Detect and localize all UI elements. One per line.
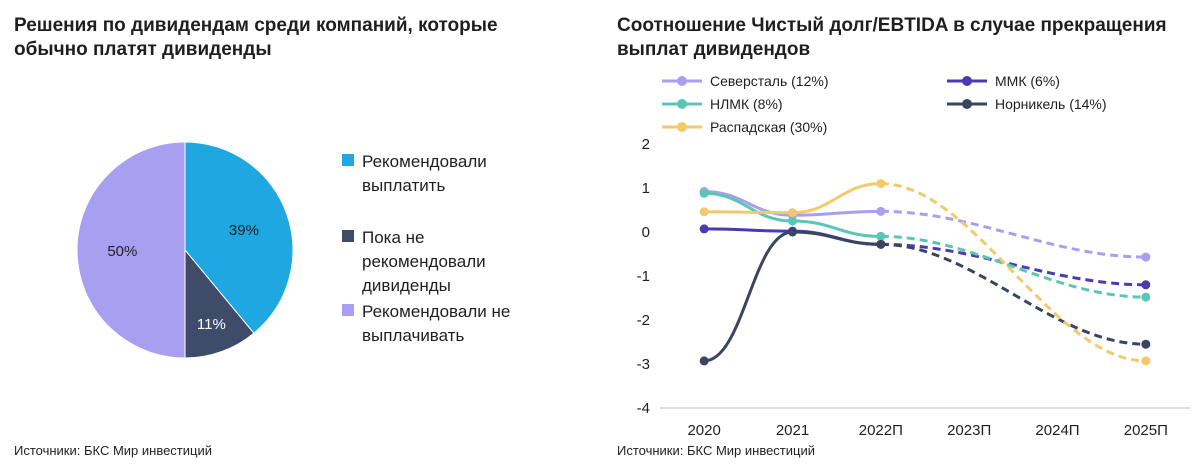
line-legend-item: ММК (6%) [945, 70, 1060, 92]
right-source-note: Источники: БКС Мир инвестиций [617, 443, 815, 458]
left-chart-panel: Решения по дивидендам среди компаний, ко… [0, 0, 590, 475]
pie-slice [184, 248, 255, 359]
line-legend-item: Распадская (30%) [660, 116, 827, 138]
pie-slice-label: 50% [107, 243, 137, 260]
y-tick-label: 2 [642, 136, 650, 153]
x-tick-label: 2024П [1035, 422, 1079, 439]
series-point [876, 239, 886, 249]
left-chart-title: Решения по дивидендам среди компаний, ко… [14, 15, 498, 60]
legend-swatch [342, 230, 354, 242]
series-line [702, 230, 883, 363]
right-chart-panel: Соотношение Чистый долг/EBTIDA в случае … [600, 0, 1200, 475]
right-chart-title: Соотношение Чистый долг/EBTIDA в случае … [617, 15, 1167, 60]
series-point [1141, 252, 1151, 262]
series-point [699, 224, 709, 234]
y-tick-label: -3 [637, 356, 650, 373]
legend-line-swatch [947, 99, 987, 109]
pie-slice [184, 141, 294, 334]
y-tick-label: -2 [637, 312, 650, 329]
pie-slice-label: 39% [229, 222, 259, 239]
y-tick-label: 0 [642, 224, 650, 241]
series-projection-line [880, 182, 1146, 363]
series-point [1141, 356, 1151, 366]
x-tick-label: 2020 [687, 422, 720, 439]
pie-legend-label: Рекомендовали не выплачивать [362, 302, 511, 345]
line-legend-item: Северсталь (12%) [660, 70, 829, 92]
series-point [699, 188, 709, 198]
series-point [788, 227, 797, 237]
x-tick-label: 2023П [947, 422, 991, 439]
series-point [876, 231, 886, 241]
series-point [788, 208, 797, 218]
series-point [876, 206, 886, 216]
series-point [788, 216, 797, 226]
pie-legend-label: Пока не рекомендовали дивиденды [362, 228, 486, 295]
pie-slice [76, 141, 186, 359]
series-point [699, 356, 709, 366]
y-tick-label: 1 [642, 180, 650, 197]
left-source-note: Источники: БКС Мир инвестиций [14, 443, 212, 458]
series-projection-line [880, 242, 1146, 287]
legend-line-swatch [662, 99, 702, 109]
series-projection-line [880, 242, 1146, 346]
series-point [699, 207, 709, 217]
series-point [876, 179, 886, 189]
line-legend-label: Норникель (14%) [995, 96, 1107, 112]
line-legend-item: Норникель (14%) [945, 93, 1107, 115]
series-projection-line [880, 234, 1146, 299]
line-legend-label: ММК (6%) [995, 73, 1060, 89]
series-point [1141, 339, 1151, 349]
series-point [1141, 280, 1151, 290]
pie-legend-item: Рекомендовали выплатить [342, 150, 552, 198]
x-tick-label: 2021 [776, 422, 809, 439]
series-point [1141, 292, 1151, 302]
pie-legend-label: Рекомендовали выплатить [362, 152, 487, 195]
pie-legend-item: Рекомендовали не выплачивать [342, 300, 552, 348]
legend-swatch [342, 154, 354, 166]
pie-legend-item: Пока не рекомендовали дивиденды [342, 226, 552, 298]
line-legend-label: НЛМК (8%) [710, 96, 783, 112]
line-chart: 2 1 0 -1 -2 -3 -4 2020 2021 2022П 2023П 2024П 2025П [637, 136, 1190, 439]
pie-slice-label: 11% [197, 316, 226, 333]
x-tick-label: 2022П [859, 422, 903, 439]
legend-line-swatch [662, 122, 702, 132]
series-projection-line [880, 209, 1146, 259]
pie-chart: 39% 11% 50% [76, 141, 294, 359]
line-legend-label: Распадская (30%) [710, 119, 828, 135]
y-tick-label: -1 [637, 268, 650, 285]
x-tick-label: 2025П [1124, 422, 1168, 439]
legend-line-swatch [662, 76, 702, 86]
y-tick-label: -4 [637, 400, 650, 417]
line-legend: Северсталь (12%) ММК (6%) НЛМК (8%) Норнике… [660, 70, 1160, 140]
line-legend-label: Северсталь (12%) [710, 73, 829, 89]
line-legend-item: НЛМК (8%) [660, 93, 783, 115]
legend-line-swatch [947, 76, 987, 86]
legend-swatch [342, 304, 354, 316]
